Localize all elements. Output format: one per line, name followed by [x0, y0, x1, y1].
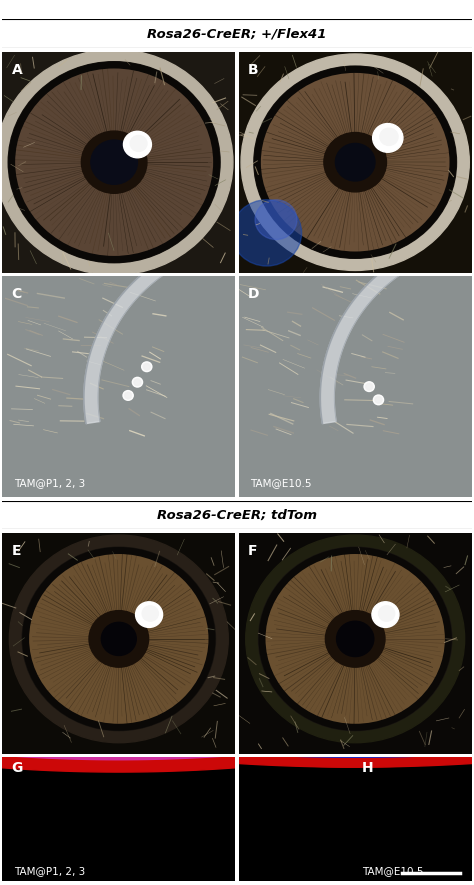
- Text: B: B: [248, 63, 259, 77]
- Circle shape: [365, 383, 373, 390]
- Circle shape: [337, 621, 374, 657]
- Circle shape: [82, 131, 147, 193]
- Polygon shape: [84, 233, 248, 424]
- Circle shape: [9, 535, 228, 743]
- Polygon shape: [0, 366, 474, 649]
- Polygon shape: [0, 374, 474, 713]
- Circle shape: [373, 124, 403, 152]
- Circle shape: [143, 364, 150, 370]
- Polygon shape: [0, 374, 474, 717]
- Circle shape: [22, 547, 216, 731]
- Polygon shape: [0, 376, 474, 727]
- Circle shape: [134, 379, 141, 386]
- Text: Rosa26-CreER; tdTom: Rosa26-CreER; tdTom: [157, 509, 317, 521]
- Circle shape: [8, 62, 220, 263]
- Polygon shape: [0, 555, 474, 767]
- Polygon shape: [0, 375, 474, 720]
- Circle shape: [123, 390, 133, 400]
- Polygon shape: [0, 373, 474, 739]
- Polygon shape: [0, 377, 474, 735]
- Circle shape: [125, 392, 132, 399]
- Polygon shape: [0, 379, 474, 759]
- Circle shape: [364, 381, 374, 391]
- Circle shape: [262, 550, 448, 727]
- Polygon shape: [0, 377, 474, 739]
- Circle shape: [0, 50, 233, 275]
- Circle shape: [26, 550, 212, 727]
- Circle shape: [336, 143, 375, 181]
- Circle shape: [379, 606, 395, 621]
- Circle shape: [380, 128, 398, 145]
- Circle shape: [372, 602, 399, 627]
- Text: E: E: [12, 544, 21, 558]
- Circle shape: [89, 611, 149, 667]
- Circle shape: [246, 535, 465, 743]
- Polygon shape: [0, 304, 474, 767]
- Circle shape: [324, 133, 386, 192]
- Circle shape: [101, 622, 137, 656]
- Circle shape: [123, 131, 151, 158]
- Text: D: D: [248, 288, 260, 301]
- Text: C: C: [12, 288, 22, 301]
- Text: TAM@E10.5: TAM@E10.5: [250, 478, 312, 489]
- Text: A: A: [12, 63, 22, 77]
- Circle shape: [130, 135, 147, 151]
- Circle shape: [142, 362, 152, 372]
- Circle shape: [257, 69, 453, 255]
- Polygon shape: [0, 304, 474, 758]
- Circle shape: [258, 547, 452, 731]
- Circle shape: [132, 377, 143, 387]
- Polygon shape: [0, 301, 474, 749]
- Text: H: H: [362, 761, 374, 775]
- Polygon shape: [0, 381, 474, 772]
- Text: Rosa26-CreER; +/Flex41: Rosa26-CreER; +/Flex41: [147, 27, 327, 41]
- Text: TAM@P1, 2, 3: TAM@P1, 2, 3: [14, 866, 85, 875]
- Circle shape: [12, 65, 217, 259]
- Text: G: G: [12, 761, 23, 775]
- Circle shape: [325, 611, 385, 667]
- Circle shape: [232, 200, 301, 266]
- Text: F: F: [248, 544, 257, 558]
- Circle shape: [142, 606, 158, 621]
- Text: TAM@P1, 2, 3: TAM@P1, 2, 3: [14, 478, 85, 489]
- Polygon shape: [0, 378, 474, 748]
- Circle shape: [91, 140, 137, 184]
- Circle shape: [254, 66, 456, 258]
- Text: TAM@E10.5: TAM@E10.5: [362, 866, 424, 875]
- Circle shape: [255, 200, 297, 240]
- Circle shape: [375, 396, 382, 404]
- Polygon shape: [0, 376, 474, 731]
- Circle shape: [374, 395, 383, 404]
- Circle shape: [241, 54, 469, 271]
- Circle shape: [136, 602, 163, 627]
- Polygon shape: [320, 233, 474, 424]
- Polygon shape: [0, 375, 474, 724]
